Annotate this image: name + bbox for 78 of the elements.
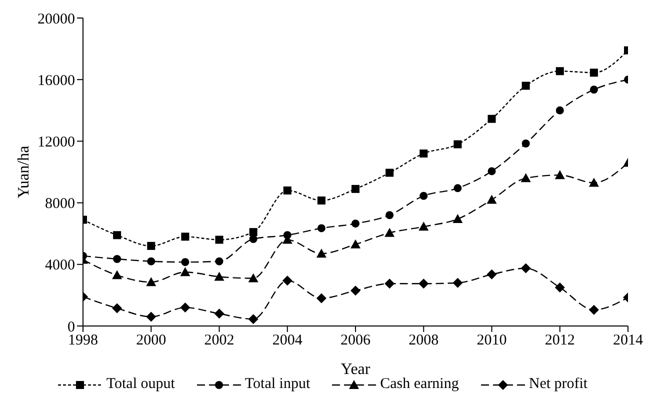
x-tick-label: 2010 [476,332,507,349]
point [520,173,531,182]
point [588,178,599,187]
y-axis-title: Yuan/ha [16,146,33,198]
point [146,312,156,322]
x-tick-label: 2006 [340,332,371,349]
y-tick-label: 12000 [38,134,75,151]
point [147,257,156,266]
point [249,228,258,236]
x-tick-label: 2000 [136,332,166,349]
point [146,277,156,286]
x-tick-label: 2002 [204,332,234,349]
legend-label: Net profit [528,376,588,393]
x-tick-label: 2004 [272,332,303,349]
point [522,82,530,90]
point [113,255,122,264]
point [112,270,122,280]
point [386,211,394,220]
legend-label: Total input [244,376,310,393]
point [113,231,122,240]
point [317,224,326,232]
point [248,314,258,324]
point [384,228,395,237]
point [420,192,428,200]
point [454,140,462,148]
point [317,196,326,204]
x-tick-label: 2014 [613,332,644,349]
x-tick-label: 2012 [544,332,575,349]
point [420,150,428,158]
point [316,248,326,258]
y-tick-label: 20000 [38,11,75,28]
point [350,239,360,248]
point [418,222,429,231]
point [522,140,530,148]
point [520,263,531,274]
point [556,106,564,114]
point [590,86,598,94]
point [452,214,463,223]
legend-label: Total ouput [106,376,175,393]
point [180,302,190,313]
point [181,258,190,266]
point [454,184,462,192]
point [215,257,224,266]
point [248,273,258,282]
point [350,286,360,296]
point [488,114,496,123]
point [452,278,463,288]
y-tick-label: 16000 [38,72,75,89]
point [181,232,190,241]
point [588,304,599,315]
x-tick-label: 1998 [68,332,98,349]
point [352,220,360,228]
point [215,236,224,244]
point [147,242,156,250]
point [214,308,224,319]
point [488,167,496,176]
point [554,170,565,180]
point [486,269,497,280]
y-tick-label: 0 [68,319,75,336]
point [486,194,497,204]
point [180,267,190,276]
point [386,168,394,177]
point [283,186,292,194]
legend-label: Cash earning [380,376,459,393]
point [112,303,122,314]
x-axis-title: Year [340,361,371,378]
point [384,278,395,289]
y-tick-label: 8000 [45,196,75,212]
point [590,68,598,77]
point [556,67,564,76]
point [282,276,292,286]
point [554,282,565,292]
point [316,293,326,304]
y-tick-label: 4000 [45,258,75,274]
point [418,278,429,289]
point [352,184,360,193]
point [214,272,224,281]
x-tick-label: 2008 [408,332,439,349]
